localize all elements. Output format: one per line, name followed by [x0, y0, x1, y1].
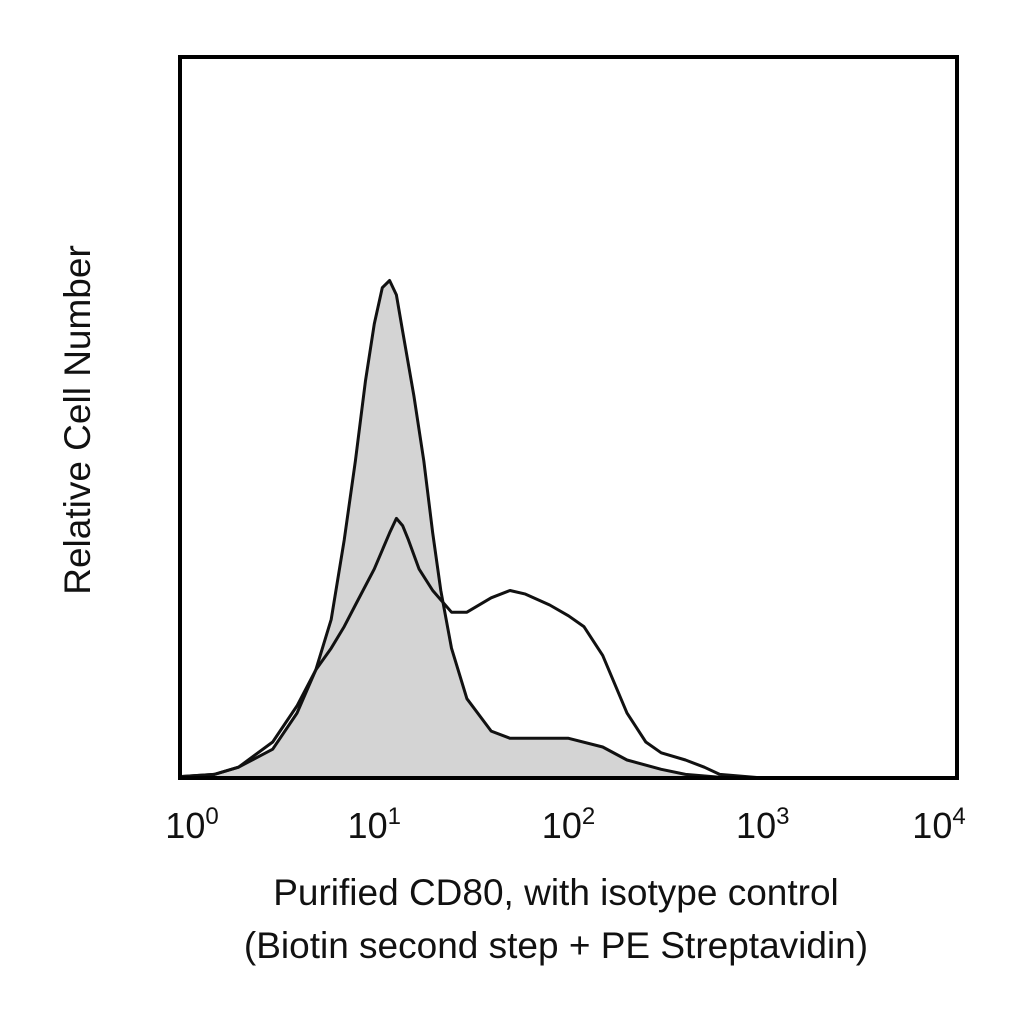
x-tick-label: 103: [736, 803, 789, 846]
x-axis-ticks: 100 101 102 103 104: [165, 803, 965, 846]
x-tick-label: 101: [348, 803, 401, 846]
series-cd80-outline: [179, 516, 763, 780]
x-tick-label: 102: [542, 803, 595, 846]
plot-frame: [178, 55, 959, 780]
y-axis-title: Relative Cell Number: [57, 245, 98, 595]
series-isotype-control-filled: [178, 279, 765, 780]
x-tick-label: 104: [912, 803, 965, 846]
x-axis-title-line1: Purified CD80, with isotype control: [273, 872, 839, 913]
x-axis-title-line2: (Biotin second step + PE Streptavidin): [244, 925, 868, 966]
plot-area: [178, 55, 959, 780]
x-tick-label: 100: [165, 803, 218, 846]
